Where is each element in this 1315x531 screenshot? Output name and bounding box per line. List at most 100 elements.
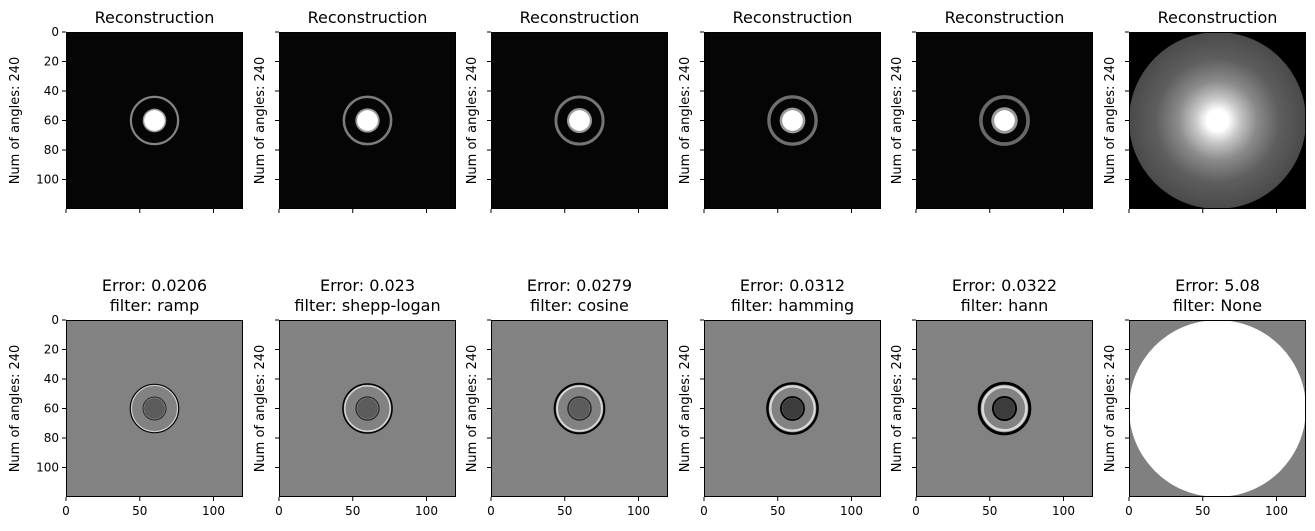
image xyxy=(66,32,243,209)
disk xyxy=(569,110,590,131)
ring xyxy=(342,95,393,146)
filter-title: filter: None xyxy=(1173,296,1262,315)
disk xyxy=(994,398,1015,419)
y-axis-label: Num of angles: 240 xyxy=(8,345,23,473)
image xyxy=(66,320,243,497)
ring xyxy=(979,95,1030,146)
axes-frame xyxy=(704,320,881,497)
x-tick-label: 100 xyxy=(1052,504,1075,518)
filter-title: filter: shepp-logan xyxy=(294,296,440,315)
y-tick-label: 80 xyxy=(44,431,59,445)
ring xyxy=(554,95,605,146)
axes-frame xyxy=(66,32,243,209)
y-axis-label: Num of angles: 240 xyxy=(890,57,905,185)
axes-frame xyxy=(1129,32,1306,209)
panel-title: Reconstruction xyxy=(945,8,1065,27)
y-axis-label: Num of angles: 240 xyxy=(8,57,23,185)
inner-light-ring xyxy=(131,385,178,432)
outer-dark-ring xyxy=(766,382,819,435)
x-tick-label: 0 xyxy=(700,504,708,518)
image xyxy=(704,32,881,209)
y-axis-label: Num of angles: 240 xyxy=(465,57,480,185)
y-axis-label: Num of angles: 240 xyxy=(1103,57,1118,185)
image xyxy=(279,320,456,497)
y-axis-label: Num of angles: 240 xyxy=(678,345,693,473)
disk xyxy=(144,398,165,419)
outer-dark-ring xyxy=(129,383,180,434)
image xyxy=(916,320,1093,497)
y-tick-label: 40 xyxy=(44,372,59,386)
axes-frame xyxy=(916,320,1093,497)
subplot: 0 50 100 Num of angles: 240 Error: 0.0279fil… xyxy=(465,276,668,518)
image xyxy=(491,320,668,497)
y-tick-label: 0 xyxy=(51,313,59,327)
outer-dark-ring xyxy=(342,383,393,434)
disk xyxy=(144,110,165,131)
x-tick-label: 0 xyxy=(1125,504,1133,518)
subplot: 0 50 100 Num of angles: 240 Error: 0.023filt… xyxy=(253,276,456,518)
x-tick-label: 100 xyxy=(202,504,225,518)
y-axis-label: Num of angles: 240 xyxy=(253,345,268,473)
x-tick-label: 0 xyxy=(487,504,495,518)
ring xyxy=(129,95,180,146)
error-title: Error: 5.08 xyxy=(1175,276,1260,295)
x-tick-label: 100 xyxy=(1265,504,1288,518)
subplot: 0 50 100 0 20 40 60 80 100 Num of angles: 240 Erro… xyxy=(8,276,243,518)
image xyxy=(704,320,881,497)
y-tick-label: 100 xyxy=(36,461,59,475)
ring xyxy=(767,95,818,146)
panels: 0 20 40 60 80 100 Num of angles: 240 Reconstruc… xyxy=(8,8,1306,518)
y-tick-label: 20 xyxy=(44,55,59,69)
disk-edge xyxy=(567,396,592,421)
x-tick-label: 100 xyxy=(627,504,650,518)
y-axis-label: Num of angles: 240 xyxy=(890,345,905,473)
axes-frame xyxy=(279,320,456,497)
subplot: Num of angles: 240 Reconstruction xyxy=(890,8,1093,213)
axes-frame xyxy=(1129,320,1306,497)
x-tick-label: 50 xyxy=(770,504,785,518)
x-tick-label: 50 xyxy=(132,504,147,518)
panel-title: Reconstruction xyxy=(308,8,428,27)
image xyxy=(916,32,1093,209)
error-title: Error: 0.0206 xyxy=(102,276,207,295)
y-tick-label: 40 xyxy=(44,84,59,98)
y-tick-label: 60 xyxy=(44,402,59,416)
bright-center xyxy=(1207,110,1228,131)
subplot: Num of angles: 240 Reconstruction xyxy=(465,8,668,213)
disk-edge xyxy=(780,396,805,421)
panel-title: Reconstruction xyxy=(733,8,853,27)
subplot: 0 50 100 Num of angles: 240 Error: 0.0312fil… xyxy=(678,276,881,518)
filter-title: filter: ramp xyxy=(110,296,200,315)
subplot: 0 50 100 Num of angles: 240 Error: 5.08filte… xyxy=(1103,276,1306,518)
filter-title: filter: hamming xyxy=(731,296,854,315)
panel-title: Reconstruction xyxy=(95,8,215,27)
inner-light-ring xyxy=(981,385,1028,432)
x-tick-label: 0 xyxy=(912,504,920,518)
inner-light-ring xyxy=(344,385,391,432)
inner-light-ring xyxy=(769,385,816,432)
disk xyxy=(782,110,803,131)
error-title: Error: 0.0312 xyxy=(740,276,845,295)
x-tick-label: 50 xyxy=(982,504,997,518)
y-tick-label: 100 xyxy=(36,173,59,187)
y-axis-label: Num of angles: 240 xyxy=(253,57,268,185)
panel-title: Reconstruction xyxy=(1158,8,1278,27)
image xyxy=(279,32,456,209)
x-tick-label: 100 xyxy=(415,504,438,518)
axes-frame xyxy=(66,320,243,497)
subplot: 0 20 40 60 80 100 Num of angles: 240 Reconstruc… xyxy=(8,8,243,213)
y-tick-label: 0 xyxy=(51,25,59,39)
outer-dark-ring xyxy=(977,381,1032,436)
error-title: Error: 0.023 xyxy=(320,276,415,295)
y-axis-label: Num of angles: 240 xyxy=(1103,345,1118,473)
filter-title: filter: cosine xyxy=(530,296,629,315)
disk xyxy=(994,110,1015,131)
inner-light-ring xyxy=(556,385,603,432)
axes-frame xyxy=(491,320,668,497)
disk xyxy=(569,398,590,419)
y-tick-label: 60 xyxy=(44,114,59,128)
axes-frame xyxy=(704,32,881,209)
y-tick-label: 20 xyxy=(44,343,59,357)
x-tick-label: 100 xyxy=(840,504,863,518)
x-tick-label: 50 xyxy=(557,504,572,518)
